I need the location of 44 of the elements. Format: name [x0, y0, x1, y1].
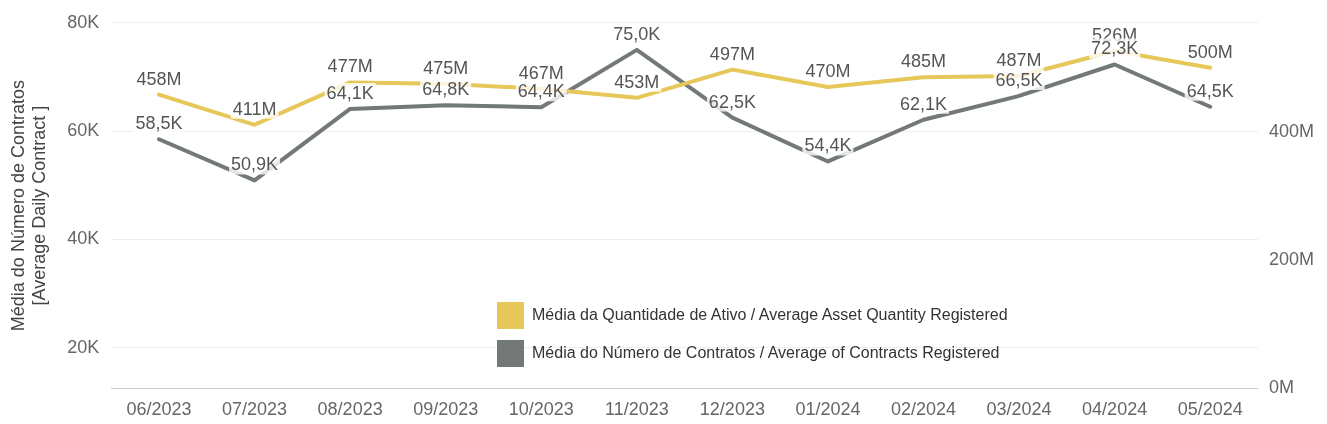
data-label: 66,5K: [995, 69, 1043, 90]
data-label: 500M: [1187, 41, 1233, 62]
x-tick-label: 07/2023: [222, 399, 288, 420]
data-label: 487M: [996, 50, 1042, 71]
x-tick-label: 10/2023: [508, 399, 574, 420]
legend-label: Média da Quantidade de Ativo / Average Asset Quantity Registered: [532, 306, 1008, 324]
data-label: 470M: [805, 60, 851, 81]
y-tick-label: 40K: [67, 228, 100, 249]
data-label: 50,9K: [231, 154, 279, 175]
data-label: 62,1K: [899, 93, 948, 114]
data-label: 467M: [518, 62, 564, 83]
legend-label: Média do Número de Contratos / Average of Contracts Registered: [532, 344, 1000, 362]
data-label: 485M: [900, 51, 947, 72]
x-tick-label: 06/2023: [126, 399, 192, 420]
x-tick-label: 11/2023: [604, 399, 669, 420]
data-label: 411M: [232, 98, 277, 119]
y2-tick-label: 400M: [1268, 120, 1314, 141]
x-tick-label: 05/2024: [1177, 399, 1243, 420]
y-tick-label: 60K: [67, 120, 100, 141]
data-label: 477M: [327, 56, 373, 77]
y2-tick-label: 200M: [1268, 249, 1314, 270]
data-label: 58,5K: [135, 113, 183, 134]
x-tick-label: 04/2024: [1082, 399, 1148, 420]
data-label: 64,8K: [422, 79, 470, 100]
data-label: 453M: [614, 71, 660, 92]
x-tick-label: 02/2024: [890, 399, 957, 420]
data-label: 497M: [709, 43, 755, 64]
y-axis-title: Média do Número de Contratos [Average Daily Contract ]: [7, 80, 50, 332]
data-label: 62,5K: [708, 91, 756, 112]
x-tick-label: 12/2023: [699, 399, 765, 420]
data-label: 475M: [423, 57, 469, 78]
y-tick-label: 20K: [67, 336, 100, 357]
data-label: 458M: [136, 68, 182, 89]
data-label: 54,4K: [804, 135, 852, 156]
x-tick-label: 08/2023: [317, 399, 383, 420]
x-tick-label: 01/2024: [795, 399, 861, 420]
data-label: 64,4K: [517, 81, 565, 102]
y-tick-label: 80K: [67, 11, 100, 32]
x-tick-label: 09/2023: [413, 399, 479, 420]
x-tick-label: 03/2024: [986, 399, 1052, 420]
y2-tick-label: 0M: [1268, 377, 1294, 398]
data-label: 64,5K: [1186, 80, 1234, 101]
data-label: 75,0K: [613, 23, 661, 44]
data-label: 64,1K: [326, 82, 374, 103]
